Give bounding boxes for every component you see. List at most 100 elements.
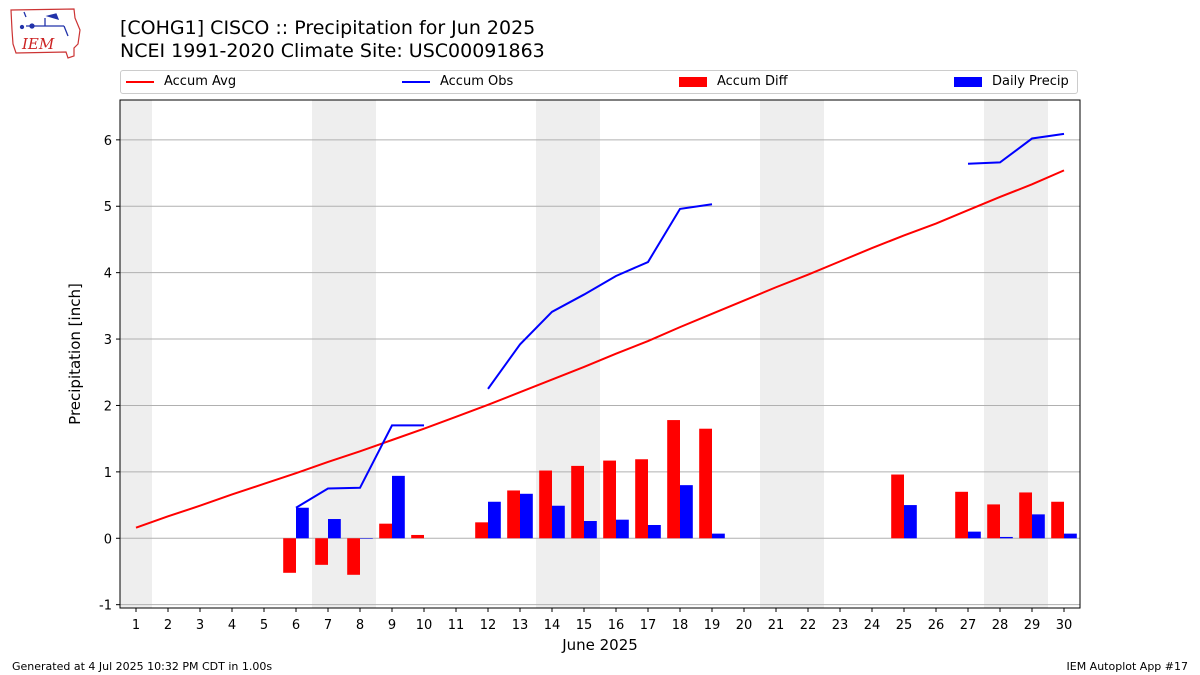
daily-precip-bar — [648, 524, 661, 539]
accum-diff-bar — [507, 490, 520, 539]
legend-label: Daily Precip — [992, 74, 1069, 89]
y-tick-label: 1 — [104, 466, 112, 481]
weather-station-icon — [19, 11, 69, 37]
legend-label: Accum Diff — [717, 74, 788, 89]
legend-accum-obs: Accum Obs — [402, 74, 513, 89]
x-tick-label: 25 — [896, 618, 913, 633]
weekend-band — [120, 100, 152, 608]
x-tick-label: 23 — [832, 618, 849, 633]
chart-legend: Accum Avg Accum Obs Accum Diff Daily Pre… — [120, 70, 1078, 94]
accum-obs-line — [487, 203, 713, 390]
x-tick-label: 15 — [576, 618, 593, 633]
daily-precip-bar — [488, 501, 501, 539]
app-label: IEM Autoplot App #17 — [1066, 660, 1189, 673]
x-tick-label: 13 — [512, 618, 529, 633]
accum-obs-line — [967, 132, 1065, 165]
x-tick-label: 2 — [164, 618, 172, 633]
accum-diff-bar — [411, 534, 424, 539]
x-tick-label: 20 — [736, 618, 753, 633]
y-tick-label: -1 — [99, 599, 112, 614]
x-tick-label: 1 — [132, 618, 140, 633]
iem-logo: IEM — [10, 8, 81, 59]
logo-text: IEM — [21, 35, 55, 53]
accum-obs-line — [295, 424, 424, 509]
legend-accum-diff: Accum Diff — [679, 74, 788, 89]
legend-red-line-icon — [126, 80, 154, 83]
y-tick-label: 0 — [104, 532, 112, 547]
accum-diff-bar — [635, 459, 648, 539]
legend-red-box-icon — [679, 76, 707, 87]
x-tick-label: 27 — [960, 618, 977, 633]
accum-diff-bar — [475, 522, 488, 539]
accum-diff-bar — [539, 470, 552, 539]
accum-diff-bar — [571, 465, 584, 539]
x-axis-label: June 2025 — [561, 636, 638, 654]
daily-precip-bar — [712, 533, 725, 539]
legend-blue-box-icon — [954, 76, 982, 87]
daily-precip-bar — [328, 519, 341, 539]
x-tick-label: 29 — [1024, 618, 1041, 633]
x-tick-label: 12 — [480, 618, 497, 633]
legend-label: Accum Obs — [440, 74, 514, 89]
y-tick-label: 5 — [104, 200, 112, 215]
x-tick-label: 28 — [992, 618, 1009, 633]
daily-precip-bar — [552, 505, 565, 539]
accum-diff-bar — [347, 538, 360, 575]
y-axis-label: Precipitation [inch] — [66, 283, 84, 425]
accum-diff-bar — [283, 538, 296, 573]
accum-diff-bar — [1051, 501, 1064, 539]
daily-precip-bar — [1032, 514, 1045, 539]
x-tick-label: 5 — [260, 618, 268, 633]
generated-timestamp: Generated at 4 Jul 2025 10:32 PM CDT in … — [12, 660, 273, 673]
accum-diff-bar — [667, 420, 680, 539]
lines — [135, 132, 1065, 529]
daily-precip-bar — [904, 505, 917, 539]
daily-precip-bar — [296, 507, 309, 539]
accum-diff-bar — [891, 474, 904, 539]
y-tick-label: 6 — [104, 134, 112, 149]
x-tick-label: 10 — [416, 618, 433, 633]
daily-precip-bar — [1064, 533, 1077, 539]
daily-precip-bar — [392, 475, 405, 539]
legend-daily-precip: Daily Precip — [954, 74, 1069, 89]
accum-avg-line — [135, 169, 1065, 529]
daily-precip-bar — [360, 538, 373, 539]
grid-lines — [120, 139, 1080, 606]
plot-frame — [119, 99, 1081, 609]
x-tick-label: 21 — [768, 618, 785, 633]
bars — [283, 420, 1077, 575]
accum-diff-bar — [987, 504, 1000, 539]
x-tick-label: 6 — [292, 618, 300, 633]
chart-title: [COHG1] CISCO :: Precipitation for Jun 2… — [120, 17, 536, 39]
x-tick-label: 24 — [864, 618, 881, 633]
legend-blue-line-icon — [402, 80, 430, 83]
iowa-outline-icon — [10, 8, 81, 59]
x-tick-label: 17 — [640, 618, 657, 633]
accum-diff-bar — [603, 460, 616, 539]
x-tick-label: 16 — [608, 618, 625, 633]
x-tick-label: 7 — [324, 618, 332, 633]
daily-precip-bar — [968, 531, 981, 539]
x-tick-label: 18 — [672, 618, 689, 633]
x-tick-label: 14 — [544, 618, 561, 633]
y-tick-label: 3 — [104, 333, 112, 348]
x-tick-label: 22 — [800, 618, 817, 633]
chart-subtitle: NCEI 1991-2020 Climate Site: USC00091863 — [120, 40, 545, 62]
y-tick-label: 2 — [104, 399, 112, 414]
legend-label: Accum Avg — [164, 74, 237, 89]
x-tick-label: 11 — [448, 618, 465, 633]
y-tick-label: 4 — [104, 267, 112, 282]
x-tick-label: 19 — [704, 618, 721, 633]
x-tick-label: 30 — [1056, 618, 1073, 633]
daily-precip-bar — [680, 485, 693, 539]
daily-precip-bar — [616, 519, 629, 539]
weekend-band — [312, 100, 376, 608]
accum-diff-bar — [699, 428, 712, 539]
daily-precip-bar — [520, 493, 533, 539]
x-tick-label: 9 — [388, 618, 396, 633]
x-tick-label: 4 — [228, 618, 236, 633]
x-tick-label: 8 — [356, 618, 364, 633]
daily-precip-bar — [584, 521, 597, 539]
